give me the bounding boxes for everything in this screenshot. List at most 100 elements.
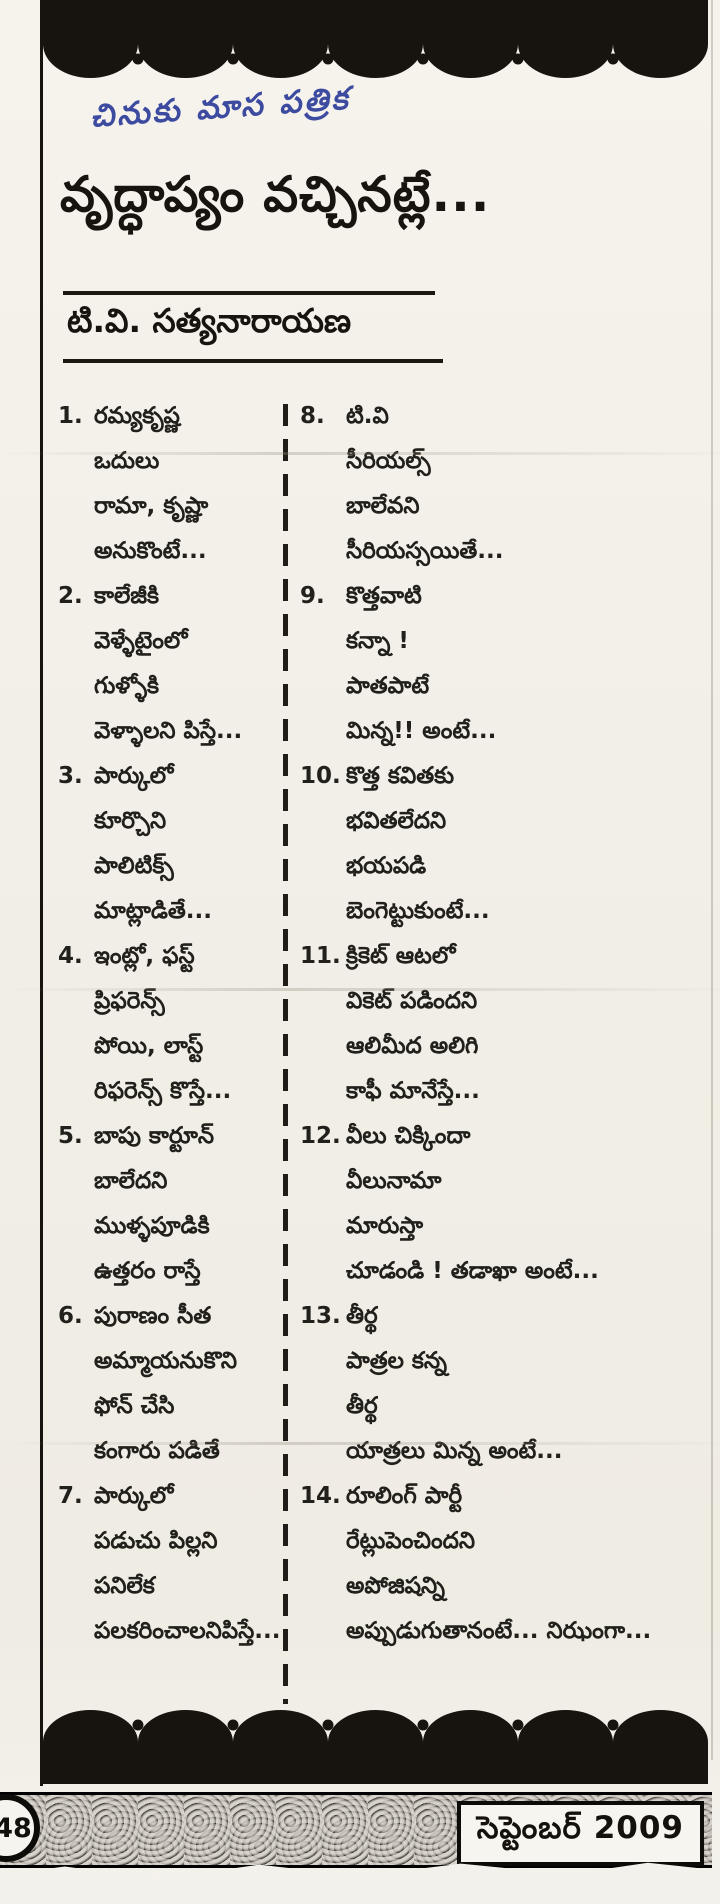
stanza-number: 4.	[58, 943, 83, 969]
stanza-line-text: ఇంట్లో, ఫస్ట్	[94, 943, 195, 969]
poem-columns: 1. రమ్యకృష్ణ ఒదులు రామా, కృష్ణా అనుకొంటే... 2…	[58, 394, 703, 1704]
stanza-line: యాత్రలు మిన్న అంటే...	[346, 1438, 563, 1464]
stanza-line: బెంగెట్టుకుంటే...	[346, 898, 490, 924]
stanza-line: మిన్న!! అంటే...	[346, 718, 497, 744]
stanza-number: 9.	[300, 583, 325, 609]
poem-column-right: 8. టి.వి సీరియల్స్ బాలేవని సీరియస్సయితే... 9.…	[288, 394, 703, 1704]
stanza-line: అప్పుడుగుతానంటే... నిఝంగా...	[346, 1618, 652, 1644]
stanza-line: 5. బాపు కార్టూన్	[58, 1114, 283, 1159]
stanza-number: 7.	[58, 1483, 83, 1509]
stanza-line: 6. పురాణం సీత	[58, 1294, 283, 1339]
stanza-line: 8. టి.వి	[300, 394, 703, 439]
issue-date: సెప్టెంబర్ 2009	[476, 1810, 684, 1846]
stanza-line: ఆలిమీద అలిగి	[346, 1033, 479, 1059]
stanza-line: 10. కొత్త కవితకు	[300, 754, 703, 799]
stanza-line: భయపడి	[346, 853, 427, 879]
stanza-line-text: బాపు కార్టూన్	[94, 1123, 214, 1149]
issue-date-box: సెప్టెంబర్ 2009	[456, 1801, 704, 1866]
stanza-line: పాతపాటే	[346, 673, 430, 699]
poem-stanza: 3. పార్కులో కూర్చొని పాలిటిక్స్ మాట్లాడితే..…	[58, 754, 283, 934]
stanza-line: మారుస్తా	[346, 1213, 424, 1239]
stanza-line: 4. ఇంట్లో, ఫస్ట్	[58, 934, 283, 979]
stanza-line: పడుచు పిల్లని	[94, 1528, 218, 1554]
stanza-line: రిఫరెన్స్ కొస్తే...	[94, 1078, 232, 1104]
stanza-line: 14. రూలింగ్ పార్టీ	[300, 1474, 703, 1519]
poem-stanza: 5. బాపు కార్టూన్ బాలేదని ముళ్ళపూడికి ఉత్తరం …	[58, 1114, 283, 1294]
stanza-number: 8.	[300, 403, 325, 429]
page-title: వృద్ధాప్యం వచ్చినట్లే...	[60, 166, 491, 223]
stanza-number: 3.	[58, 763, 83, 789]
stanza-line: సీరియల్స్	[346, 448, 431, 474]
stanza-line: కూర్చొని	[94, 808, 167, 834]
stanza-line: పనిలేక	[94, 1573, 155, 1599]
stanza-line: కాఫీ మానేస్తే...	[346, 1078, 480, 1104]
poem-stanza: 8. టి.వి సీరియల్స్ బాలేవని సీరియస్సయితే...	[300, 394, 703, 574]
stanza-line: 12. వీలు చిక్కిందా	[300, 1114, 703, 1159]
stanza-line-text: తీర్థ	[346, 1303, 378, 1329]
stanza-line: 13. తీర్థ	[300, 1294, 703, 1339]
stanza-number: 2.	[58, 583, 83, 609]
poem-stanza: 6. పురాణం సీత అమ్మాయనుకొని ఫోన్ చేసి కంగారు …	[58, 1294, 283, 1474]
stanza-line: 3. పార్కులో	[58, 754, 283, 799]
stanza-line-text: రూలింగ్ పార్టీ	[346, 1483, 463, 1509]
stanza-line: భవితలేదని	[346, 808, 447, 834]
paper-right-edge	[711, 0, 713, 1760]
stanza-line: చూడండి ! తడాఖా అంటే...	[346, 1258, 599, 1284]
stanza-line: తీర్థ	[346, 1393, 378, 1419]
stanza-line: వికెట్ పడిందని	[346, 988, 478, 1014]
stanza-number: 10.	[300, 763, 341, 789]
stanza-line: సీరియస్సయితే...	[346, 538, 504, 564]
poem-stanza: 4. ఇంట్లో, ఫస్ట్ ప్రిఫరెన్స్ పోయి, లాస్ట్ రి…	[58, 934, 283, 1114]
stanza-line: బాలేదని	[94, 1168, 168, 1194]
stanza-line: అమ్మాయనుకొని	[94, 1348, 237, 1374]
scallop-border-top-icon	[43, 0, 708, 78]
stanza-line: రేట్లుపెంచిందని	[346, 1528, 476, 1554]
poem-stanza: 2. కాలేజీకి వెళ్ళేటైంలో గుళ్ళోకి వెళ్ళాలని ప…	[58, 574, 283, 754]
poem-stanza: 9. కొత్తవాటి కన్నా ! పాతపాటే మిన్న!! అంటే...	[300, 574, 703, 754]
stanza-number: 6.	[58, 1303, 83, 1329]
divider-rule-above-author	[63, 291, 435, 295]
paper-crease	[0, 1442, 720, 1445]
stanza-number: 11.	[300, 943, 341, 969]
stanza-number: 14.	[300, 1483, 341, 1509]
stanza-line: 1. రమ్యకృష్ణ	[58, 394, 283, 439]
poem-stanza: 1. రమ్యకృష్ణ ఒదులు రామా, కృష్ణా అనుకొంటే...	[58, 394, 283, 574]
stanza-line: 2. కాలేజీకి	[58, 574, 283, 619]
stanza-number: 12.	[300, 1123, 341, 1149]
stanza-line-text: కొత్త కవితకు	[346, 763, 455, 789]
stanza-line: ఫోన్ చేసి	[94, 1393, 175, 1419]
poem-stanza: 11. క్రికెట్ ఆటలో వికెట్ పడిందని ఆలిమీద అలి…	[300, 934, 703, 1114]
stanza-line-text: కొత్తవాటి	[346, 583, 422, 609]
scallop-border-bottom-icon	[43, 1710, 708, 1784]
stanza-line: అపోజిషన్ని	[346, 1573, 446, 1599]
stanza-line-text: పార్కులో	[94, 1483, 174, 1509]
stanza-line: రామా, కృష్ణా	[94, 493, 209, 519]
page-number: 48	[0, 1812, 32, 1844]
poem-stanza: 14. రూలింగ్ పార్టీ రేట్లుపెంచిందని అపోజిషన్…	[300, 1474, 703, 1654]
divider-rule-below-author	[63, 359, 443, 363]
stanza-line: పాత్రల కన్న	[346, 1348, 447, 1374]
poem-column-left: 1. రమ్యకృష్ణ ఒదులు రామా, కృష్ణా అనుకొంటే... 2…	[58, 394, 283, 1704]
author-name: టి.వి. సత్యనారాయణ	[67, 301, 352, 340]
stanza-line-text: రమ్యకృష్ణ	[94, 403, 180, 429]
poem-stanza: 10. కొత్త కవితకు భవితలేదని భయపడి బెంగెట్టుకు…	[300, 754, 703, 934]
left-border-rule	[40, 0, 43, 1786]
stanza-line: 7. పార్కులో	[58, 1474, 283, 1519]
stanza-line-text: పార్కులో	[94, 763, 174, 789]
stanza-line: వెళ్ళాలని పిస్తే...	[94, 718, 243, 744]
stanza-line: ఉత్తరం రాస్తే	[94, 1258, 201, 1284]
stanza-line-text: క్రికెట్ ఆటలో	[346, 943, 456, 969]
stanza-line: ఒదులు	[94, 448, 160, 474]
stanza-line: ముళ్ళపూడికి	[94, 1213, 210, 1239]
stanza-line: ప్రిఫరెన్స్	[94, 988, 165, 1014]
stanza-line-text: కాలేజీకి	[94, 583, 160, 609]
stanza-line: వీలునామా	[346, 1168, 442, 1194]
paper-crease	[0, 452, 720, 455]
stanza-number: 13.	[300, 1303, 341, 1329]
stanza-line-text: టి.వి	[346, 403, 389, 429]
stanza-line: 11. క్రికెట్ ఆటలో	[300, 934, 703, 979]
stanza-number: 5.	[58, 1123, 83, 1149]
stanza-line-text: వీలు చిక్కిందా	[346, 1123, 471, 1149]
stanza-line-text: పురాణం సీత	[94, 1303, 212, 1329]
